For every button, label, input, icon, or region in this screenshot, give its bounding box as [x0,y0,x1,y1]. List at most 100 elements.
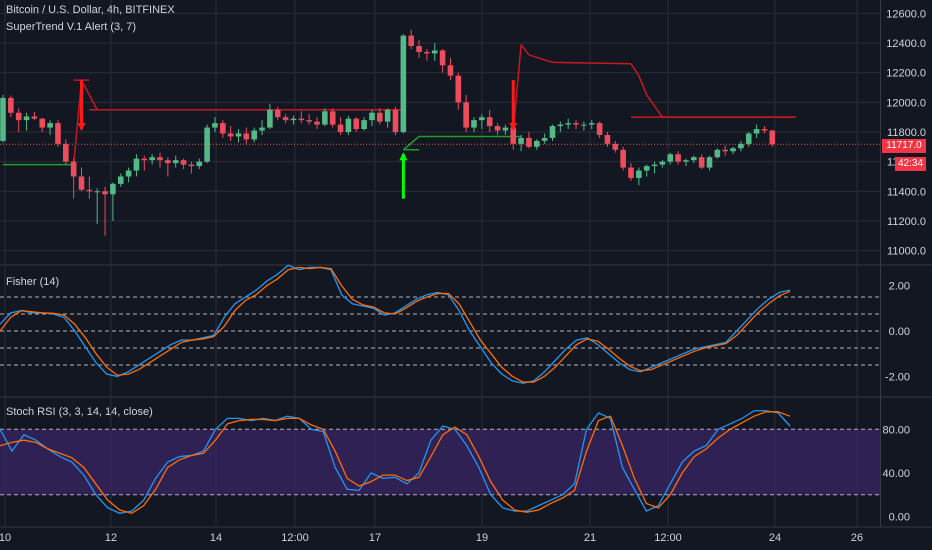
candle-body [47,123,53,128]
candle-body [463,102,469,128]
fisher-tick-label: 2.00 [889,281,910,293]
stoch-k-line [0,410,791,514]
price-pane[interactable] [0,29,880,236]
stoch-tick-label: 0.00 [889,512,910,524]
fisher-tick-label: 0.00 [889,326,910,338]
candle-body [361,120,367,130]
candle-body [39,118,46,128]
main-title: Bitcoin / U.S. Dollar, 4h, BITFINEX [6,4,175,16]
candle-body [400,35,407,132]
candle-body [392,109,399,132]
supertrend-segment [520,44,530,56]
x-tick-label: 14 [210,532,222,544]
supertrend-flip [402,135,420,151]
x-tick-label: 26 [851,532,863,544]
x-tick-label: 12:00 [281,532,309,544]
price-tick-label: 12600.0 [886,8,926,20]
candle-body [180,160,187,165]
candle-body [196,161,203,167]
candle-body [117,176,124,184]
candle-body [706,157,713,168]
candle-body [298,118,305,121]
candle-body [683,160,689,162]
candle-body [110,183,116,195]
x-tick-label: 24 [769,532,781,544]
candle-body [636,170,642,178]
candle-body [141,158,148,161]
price-tick-label: 12400.0 [886,38,926,50]
candle-body [651,164,658,167]
candle-body [0,97,6,141]
axes: 10 12 14 12:00 17 19 21 12:00 24 26 12600.0 12400.0… [0,8,926,544]
candle-body [251,130,257,140]
candle-countdown: 42:34 [895,157,926,171]
supertrend-segment [528,54,553,64]
candle-body [227,133,234,137]
candle-body [23,116,30,121]
candle-body [259,127,265,131]
candle-body [761,129,768,131]
candle-body [541,137,548,141]
candle-body [55,123,61,144]
candle-body [377,112,383,122]
candle-body [369,112,375,121]
candle-body [730,148,736,152]
candle-body [70,161,77,177]
candle-body [698,157,705,168]
candle-body [149,157,155,161]
supertrend-segment [638,75,648,96]
candle-body [596,123,603,135]
supertrend-legend[interactable]: SuperTrend V.1 Alert (3, 7) [6,21,137,33]
x-tick-label: 12 [105,532,117,544]
sell-signal-arrowhead [509,123,518,132]
candle-body [416,46,422,52]
supertrend-segment [646,94,664,118]
candle-body [125,170,132,177]
candle-body [102,191,108,195]
candle-body [620,149,626,168]
candle-body [290,118,297,121]
stoch-d-line [0,411,791,514]
x-tick-label: 10 [0,532,11,544]
candle-body [15,112,22,121]
candle-body [282,117,289,121]
price-tick-label: 12200.0 [886,68,926,80]
candle-body [557,124,564,127]
candle-body [628,167,634,178]
candle-body [581,124,587,126]
candle-body [510,127,517,144]
stoch-title[interactable]: Stoch RSI (3, 3, 14, 14, close) [6,406,153,418]
candle-body [337,124,344,132]
candle-body [157,157,163,161]
candle-body [220,123,226,134]
fisher-title[interactable]: Fisher (14) [6,276,60,288]
candle-body [408,35,414,47]
candle-body [235,133,242,137]
candle-body [94,191,100,193]
stoch-tick-label: 40.00 [882,468,910,480]
candle-body [714,149,721,158]
price-tick-label: 11000.0 [887,246,926,258]
price-tick-label: 11800.0 [887,127,926,139]
candle-body [306,120,312,122]
candle-body [188,164,195,167]
fisher-pane[interactable] [0,264,880,384]
stoch-rsi-pane[interactable] [0,410,880,514]
candle-body [322,111,328,125]
candle-body [565,123,571,125]
candle-body [212,123,218,128]
candle-body [573,123,579,125]
candle-body [447,65,454,76]
candle-body [549,126,556,138]
candle-body [494,126,501,131]
supertrend-segment [630,63,640,77]
candle-body [722,149,728,152]
candle-body [165,160,171,164]
candle-body [384,109,391,122]
candle-body [502,127,509,131]
candle-body [534,140,540,147]
candle-body [479,117,485,121]
price-tick-label: 11400.0 [887,186,926,198]
